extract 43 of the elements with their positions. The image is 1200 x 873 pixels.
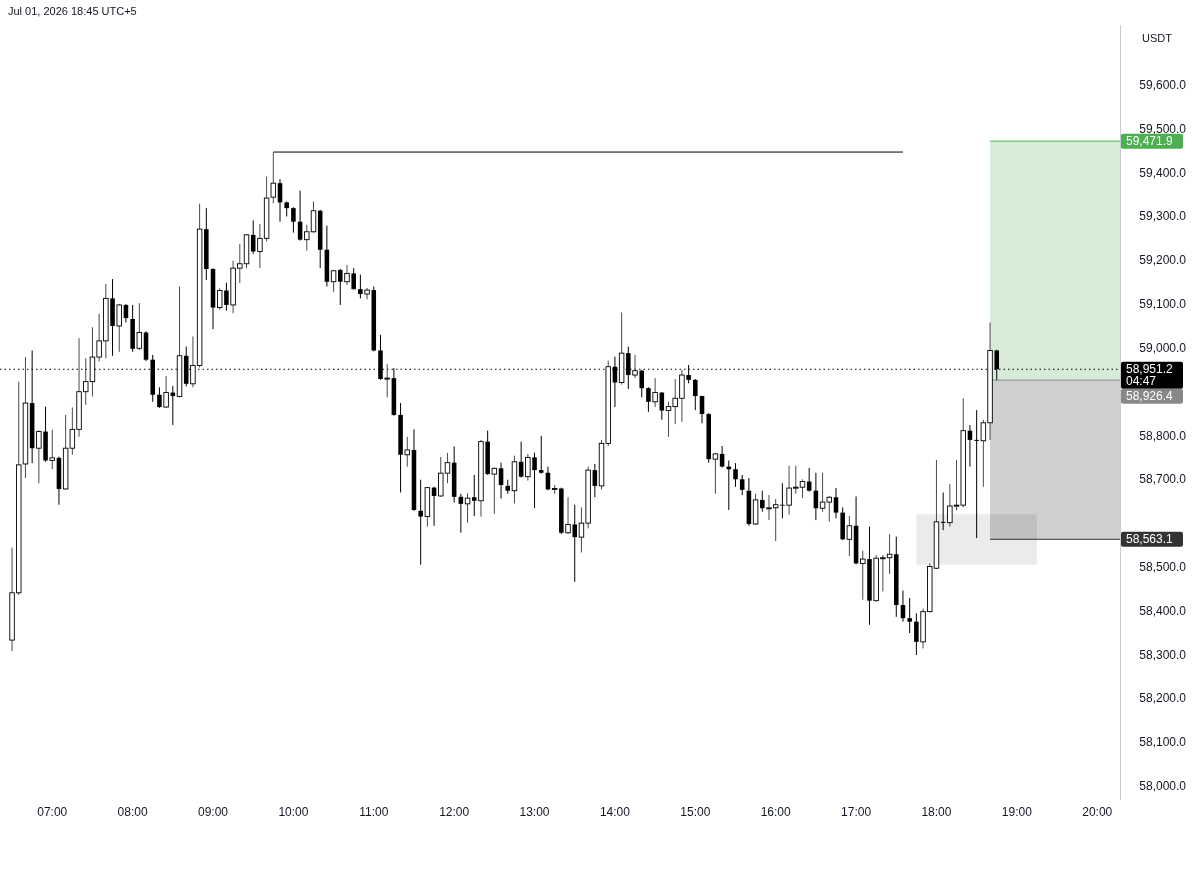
x-tick-label: 14:00: [599, 805, 631, 819]
x-tick-label: 10:00: [278, 805, 309, 819]
y-tick-label: 59,500.0: [1139, 121, 1187, 136]
y-tick-label: 59,400.0: [1139, 165, 1187, 180]
y-tick-label: 58,200.0: [1139, 691, 1187, 706]
y-tick-label: 59,100.0: [1139, 297, 1187, 312]
y-tick-label: 59,300.0: [1139, 209, 1187, 224]
candlestick: [291, 206, 296, 234]
x-tick-label: 12:00: [439, 805, 470, 819]
text: Jul 01, 2026 18:45 UTC+5: [8, 5, 137, 17]
x-tick-label: 08:00: [117, 805, 148, 819]
x-tick-label: 07:00: [37, 805, 68, 819]
y-tick-label: 58,100.0: [1139, 735, 1187, 750]
data-label: 58,926.4: [1126, 389, 1174, 404]
y-tick-label: 58,800.0: [1139, 428, 1187, 443]
y-tick-label: 58,400.0: [1139, 603, 1187, 618]
x-tick-label: 19:00: [1001, 805, 1033, 819]
candlestick: [693, 378, 698, 411]
x-tick-label: 18:00: [921, 805, 952, 819]
candlestick: [907, 597, 912, 634]
y-tick-label: 58,300.0: [1139, 647, 1187, 662]
x-tick-label: 13:00: [519, 805, 550, 819]
candlestick: [464, 492, 471, 524]
y-tick-label: 59,600.0: [1139, 78, 1187, 93]
candlestick: [538, 435, 544, 475]
candlestick: [739, 474, 745, 496]
y-tick-label: 59,200.0: [1139, 253, 1187, 268]
y-tick-label: 58,500.0: [1139, 559, 1187, 574]
x-tick-label: 15:00: [680, 805, 711, 819]
y-tick-label: 58,700.0: [1139, 472, 1187, 487]
data-label: 59,471.9: [1126, 134, 1174, 149]
y-tick-label: 59,000.0: [1139, 340, 1187, 355]
x-tick-label: 17:00: [841, 805, 872, 819]
x-tick-label: 09:00: [198, 805, 229, 819]
candlestick: [733, 462, 738, 488]
ref-line-label: 58,951.2 04:47: [1126, 362, 1174, 389]
x-tick-label: 20:00: [1082, 805, 1113, 819]
x-tick-label: 16:00: [760, 805, 792, 819]
data-label: 58,563.1: [1126, 532, 1174, 547]
x-tick-label: 11:00: [359, 805, 389, 819]
candlestick: [833, 487, 839, 519]
y-tick-label: 58,000.0: [1139, 778, 1187, 793]
y-axis-title: USDT: [1142, 32, 1173, 44]
